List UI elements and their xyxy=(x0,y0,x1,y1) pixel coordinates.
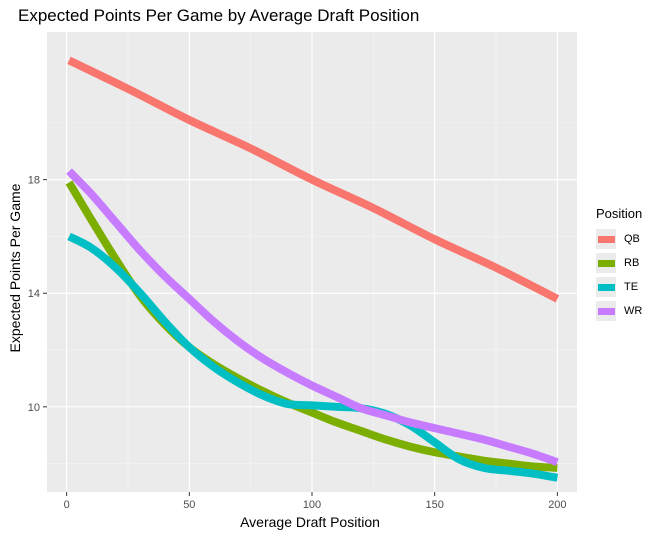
legend-key xyxy=(596,229,616,249)
series-line-qb xyxy=(67,56,560,303)
x-tick-label: 0 xyxy=(64,499,70,511)
x-tick-label: 200 xyxy=(548,499,566,511)
legend-title: Position xyxy=(596,206,643,221)
axis-ticks xyxy=(43,179,558,496)
chart-title: Expected Points Per Game by Average Draf… xyxy=(18,6,420,25)
legend-swatch xyxy=(597,235,615,243)
legend-swatch xyxy=(597,259,615,267)
legend-item-te: TE xyxy=(596,275,642,299)
legend: Position QB RB TE WR xyxy=(596,206,642,323)
legend-label: TE xyxy=(624,281,639,293)
x-tick-label: 100 xyxy=(303,499,321,511)
x-tick-label: 50 xyxy=(183,499,195,511)
legend-label: WR xyxy=(624,305,643,317)
x-tick-label: 150 xyxy=(426,499,444,511)
legend-label: RB xyxy=(624,257,640,269)
legend-key xyxy=(596,277,616,297)
legend-swatch xyxy=(597,307,615,315)
legend-items: QB RB TE WR xyxy=(596,227,642,323)
legend-item-qb: QB xyxy=(596,227,642,251)
series-layer xyxy=(65,56,560,482)
legend-label: QB xyxy=(624,233,640,245)
legend-key xyxy=(596,301,616,321)
x-axis-title: Average Draft Position xyxy=(240,514,380,530)
series-line-wr xyxy=(66,168,559,466)
legend-swatch xyxy=(597,283,615,291)
axis-tick-labels: 0 50 100 150 200 10 14 18 xyxy=(28,175,567,511)
legend-key xyxy=(596,253,616,273)
y-tick-label: 14 xyxy=(28,288,40,300)
y-tick-label: 10 xyxy=(28,402,40,414)
series-line-te xyxy=(67,232,559,482)
y-tick-label: 18 xyxy=(28,175,40,187)
legend-item-rb: RB xyxy=(596,251,642,275)
legend-item-wr: WR xyxy=(596,299,642,323)
